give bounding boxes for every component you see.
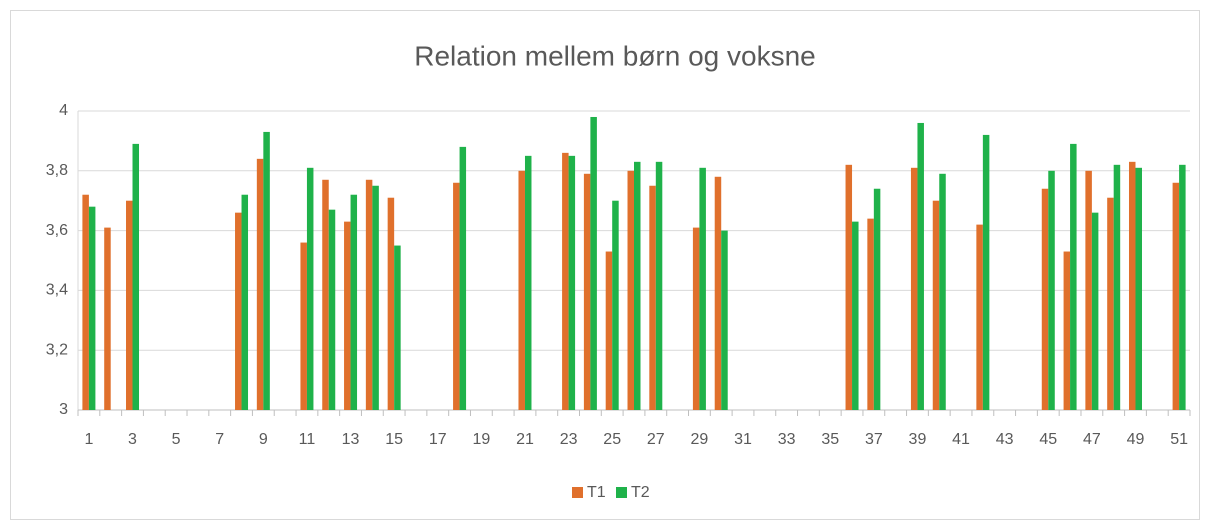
bar [344, 221, 351, 410]
bar [612, 200, 619, 410]
legend-label: T2 [631, 484, 650, 501]
bar [459, 146, 467, 410]
bar [714, 176, 722, 410]
bar [241, 194, 249, 410]
x-tick-label: 41 [952, 431, 970, 448]
bar [300, 242, 307, 410]
x-tick-label: 1 [84, 431, 93, 448]
x-tick-label: 25 [603, 431, 621, 448]
bar [1179, 164, 1186, 410]
x-tick-label: 27 [647, 431, 665, 448]
bar [873, 188, 881, 410]
bar [104, 227, 111, 410]
y-tick-label: 4 [59, 102, 68, 119]
bar [387, 197, 395, 410]
y-tick-label: 3,8 [46, 162, 68, 179]
bar [590, 116, 597, 410]
bar [917, 122, 924, 411]
bar [939, 173, 946, 410]
bar [132, 143, 140, 410]
bar [1063, 251, 1071, 410]
bar [126, 200, 133, 410]
x-tick-label: 5 [172, 431, 181, 448]
x-tick-label: 37 [865, 431, 883, 448]
bar [932, 200, 940, 410]
bar [263, 131, 270, 410]
x-tick-label: 35 [821, 431, 839, 448]
bar [256, 158, 264, 410]
bar [568, 155, 576, 410]
x-tick-label: 13 [342, 431, 360, 448]
bar [524, 155, 532, 410]
bar [1048, 170, 1055, 410]
x-tick-label: 19 [472, 431, 490, 448]
x-tick-label: 39 [909, 431, 927, 448]
x-tick-label: 11 [299, 431, 316, 448]
x-tick-label: 31 [734, 431, 752, 448]
x-tick-label: 21 [516, 431, 534, 448]
y-tick-label: 3,4 [46, 282, 68, 299]
bar [372, 185, 379, 410]
bar [692, 227, 700, 410]
x-tick-label: 43 [996, 431, 1014, 448]
bar [235, 212, 242, 410]
x-tick-label: 33 [778, 431, 796, 448]
x-tick-label: 29 [691, 431, 709, 448]
bar [634, 161, 641, 410]
bar [1085, 170, 1092, 410]
bar [328, 209, 336, 410]
chart-border [10, 10, 1200, 520]
bar [1128, 161, 1136, 410]
bar [82, 194, 89, 410]
legend-label: T1 [587, 484, 606, 501]
y-tick-label: 3,2 [46, 341, 68, 358]
bar [976, 224, 983, 410]
x-tick-label: 51 [1170, 431, 1188, 448]
bar [1113, 164, 1121, 410]
x-tick-label: 17 [429, 431, 447, 448]
bar [1070, 143, 1077, 410]
bar [845, 164, 853, 410]
bar [867, 218, 874, 410]
bar [88, 206, 96, 410]
bar [852, 221, 859, 410]
bar [453, 182, 460, 410]
bar [583, 173, 591, 410]
bar [322, 179, 329, 410]
legend-swatch [572, 487, 583, 498]
bar [518, 170, 525, 410]
bar [306, 167, 314, 410]
bar [655, 161, 663, 410]
chart-title: Relation mellem børn og voksne [414, 40, 816, 71]
bar [394, 245, 401, 410]
bar [627, 170, 634, 410]
x-tick-label: 49 [1127, 431, 1145, 448]
bar [982, 134, 990, 411]
x-tick-label: 15 [385, 431, 403, 448]
y-tick-label: 3 [59, 401, 68, 418]
bar [1107, 197, 1114, 410]
bar [699, 167, 706, 410]
bar [1172, 182, 1180, 410]
bar [1091, 212, 1099, 410]
x-tick-label: 7 [215, 431, 224, 448]
x-tick-label: 47 [1083, 431, 1101, 448]
legend-swatch [616, 487, 627, 498]
y-tick-label: 3,6 [46, 222, 68, 239]
x-tick-label: 3 [128, 431, 137, 448]
bar [350, 194, 358, 410]
x-tick-label: 45 [1039, 431, 1057, 448]
x-tick-label: 9 [259, 431, 268, 448]
bar [562, 152, 569, 411]
bar [721, 230, 728, 410]
bar [649, 185, 656, 410]
bar [910, 167, 918, 410]
bar [365, 179, 373, 410]
x-tick-label: 23 [560, 431, 578, 448]
bar [1135, 167, 1142, 410]
bar [605, 251, 613, 410]
bar [1041, 188, 1049, 410]
